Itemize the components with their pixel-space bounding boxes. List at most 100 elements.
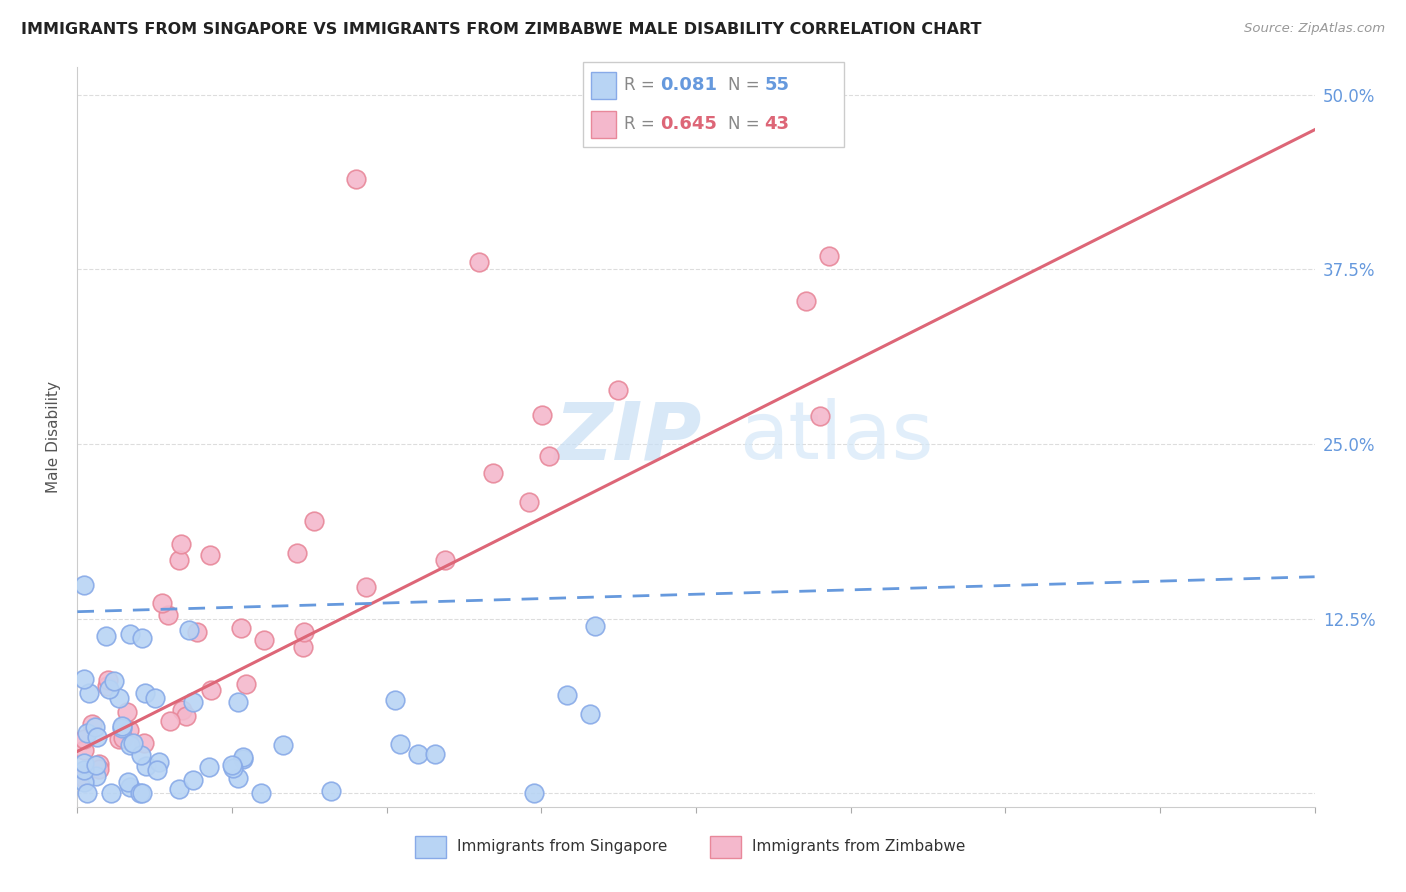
Point (292, 625, 315, 640)
Point (354, 581, 377, 595)
Point (271, 738, 294, 752)
Point (146, 763, 169, 777)
Point (388, 737, 411, 751)
Point (181, 695, 204, 709)
Point (169, 553, 191, 567)
Point (117, 775, 139, 789)
Point (406, 747, 429, 762)
Point (129, 748, 152, 763)
Point (72, 732, 94, 747)
Text: atlas: atlas (740, 398, 934, 476)
Bar (592, 111, 616, 138)
Point (538, 450, 561, 464)
Point (794, 294, 817, 309)
Point (221, 761, 243, 775)
Point (96, 679, 118, 693)
Point (319, 784, 342, 798)
Point (517, 495, 540, 509)
Point (86, 730, 108, 744)
Point (159, 714, 181, 729)
FancyBboxPatch shape (583, 62, 844, 147)
Point (80, 717, 103, 731)
Point (252, 633, 274, 648)
Point (131, 786, 153, 800)
Point (72, 774, 94, 789)
Point (89, 757, 111, 772)
Point (174, 709, 197, 723)
Point (235, 677, 257, 691)
Point (433, 553, 456, 567)
Point (181, 773, 204, 788)
Point (423, 747, 446, 762)
Point (108, 691, 131, 706)
Y-axis label: Male Disability: Male Disability (46, 381, 62, 493)
Bar (592, 71, 616, 99)
Point (132, 736, 155, 750)
Point (122, 736, 145, 750)
Text: IMMIGRANTS FROM SINGAPORE VS IMMIGRANTS FROM ZIMBABWE MALE DISABILITY CORRELATIO: IMMIGRANTS FROM SINGAPORE VS IMMIGRANTS … (21, 22, 981, 37)
Text: R =: R = (624, 77, 659, 95)
Point (72, 768, 94, 782)
Point (84, 769, 107, 783)
Point (229, 621, 252, 635)
Text: Source: ZipAtlas.com: Source: ZipAtlas.com (1244, 22, 1385, 36)
Text: R =: R = (624, 115, 659, 133)
Point (172, 703, 194, 717)
Point (170, 537, 193, 551)
Text: N =: N = (728, 77, 765, 95)
Point (120, 626, 142, 640)
Point (292, 640, 315, 654)
Point (83, 721, 105, 735)
Point (76, 726, 98, 740)
Point (285, 546, 308, 560)
Point (72, 764, 94, 778)
Text: ZIP: ZIP (554, 398, 702, 476)
Point (150, 596, 173, 610)
Point (200, 683, 222, 698)
Point (72, 672, 94, 686)
Point (482, 466, 505, 480)
Point (76, 786, 98, 800)
Point (228, 771, 250, 785)
Point (344, 171, 367, 186)
Point (579, 706, 602, 721)
Point (112, 731, 135, 746)
Point (128, 786, 150, 800)
Text: 0.645: 0.645 (661, 115, 717, 133)
Point (94, 629, 117, 643)
Point (118, 723, 141, 737)
Point (148, 755, 170, 769)
Point (77, 686, 100, 700)
Point (186, 625, 208, 640)
Point (103, 673, 125, 688)
Point (72, 743, 94, 757)
Point (97, 673, 120, 688)
Point (100, 786, 122, 800)
Point (84, 758, 107, 772)
Point (167, 781, 190, 796)
Point (118, 738, 141, 752)
Point (606, 383, 628, 397)
Point (111, 719, 134, 733)
Point (118, 780, 141, 794)
Point (302, 514, 325, 528)
Point (384, 693, 406, 707)
Point (221, 758, 243, 772)
Point (808, 409, 831, 424)
Point (198, 548, 221, 562)
Text: N =: N = (728, 115, 765, 133)
Point (523, 786, 546, 800)
Point (108, 731, 131, 746)
Point (117, 705, 139, 719)
Text: Immigrants from Singapore: Immigrants from Singapore (457, 839, 668, 855)
Point (530, 408, 553, 422)
Text: Immigrants from Zimbabwe: Immigrants from Zimbabwe (752, 839, 966, 855)
Point (131, 631, 153, 645)
Point (111, 721, 134, 735)
Point (555, 689, 578, 703)
Point (87, 762, 110, 776)
Text: 43: 43 (765, 115, 789, 133)
Text: 0.081: 0.081 (661, 77, 717, 95)
Point (157, 608, 180, 623)
Point (468, 255, 491, 269)
